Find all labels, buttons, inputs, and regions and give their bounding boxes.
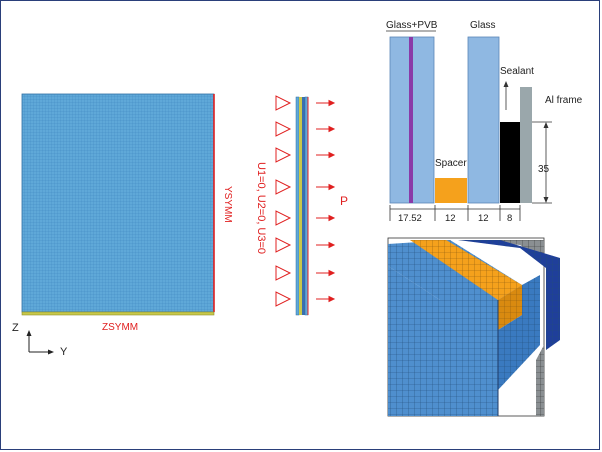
height-dim-arrow-bottom <box>543 197 549 203</box>
section-layer-inner <box>302 97 305 315</box>
support-triangle <box>275 179 292 195</box>
axis-triad: Z Y <box>12 322 68 358</box>
height-dim-label: 35 <box>538 164 550 175</box>
axis-y-label: Y <box>60 346 68 358</box>
width-dim-glass-pvb: 17.52 <box>398 213 422 224</box>
spacer-label: Spacer <box>435 158 467 169</box>
al-frame-block <box>520 87 532 203</box>
pressure-arrow <box>316 151 336 159</box>
pressure-arrow <box>316 269 336 277</box>
ysymm-label: YSYMM <box>222 186 233 223</box>
section-layer-interlayer <box>299 97 302 315</box>
pressure-arrow <box>316 183 336 191</box>
boundary-condition-label: U1=0, U2=0, U3=0 <box>255 162 267 254</box>
axis-z-arrowhead <box>26 330 32 336</box>
support-triangle <box>275 237 292 253</box>
width-dim-spacer: 12 <box>445 213 456 224</box>
support-triangle <box>275 291 292 307</box>
support-triangle <box>275 265 292 281</box>
iso-glass-front-mesh <box>388 266 498 416</box>
axis-y-arrowhead <box>48 349 54 355</box>
width-dim-sealant: 8 <box>507 213 512 224</box>
sealant-label: Sealant <box>500 66 534 77</box>
section-layer-outer-left <box>295 96 300 316</box>
pressure-arrow <box>316 125 336 133</box>
spacer-block <box>435 178 467 203</box>
iso-spacer-top-mesh <box>410 240 522 300</box>
zsymm-edge <box>21 311 215 316</box>
mesh-panel: YSYMM ZSYMM <box>21 93 233 333</box>
height-dim-arrow-top <box>543 122 549 128</box>
support-triangle <box>275 121 292 137</box>
glass-pane <box>467 36 500 204</box>
support-triangle <box>275 95 292 111</box>
glass-pvb-label: Glass+PVB <box>386 20 438 31</box>
pressure-arrow <box>316 214 336 222</box>
pressure-label: P <box>340 194 348 208</box>
al-frame-label: Al frame <box>545 95 583 106</box>
support-triangles <box>275 95 292 307</box>
glass-label: Glass <box>470 20 496 31</box>
cross-section-diagram: Glass+PVB Glass Sealant Al frame Spacer … <box>386 20 583 224</box>
iso-sealant-mesh <box>458 240 560 350</box>
support-triangle <box>275 147 292 163</box>
pressure-arrow <box>316 295 336 303</box>
mesh-grid <box>22 94 214 312</box>
pvb-interlayer <box>409 37 413 203</box>
iso-al-frame-mesh <box>466 240 544 416</box>
iso-glass-side-mesh <box>498 275 540 390</box>
pressure-arrows <box>316 99 336 303</box>
section-model: U1=0, U2=0, U3=0 P <box>255 95 348 316</box>
support-triangle <box>275 210 292 226</box>
axis-z-label: Z <box>12 322 19 334</box>
isometric-mesh-view <box>387 237 560 417</box>
sealant-leader-arrowhead <box>503 81 509 87</box>
pressure-arrow <box>316 99 336 107</box>
sealant-block <box>500 122 520 203</box>
zsymm-label: ZSYMM <box>102 322 138 333</box>
width-dim-glass: 12 <box>478 213 489 224</box>
pressure-arrow <box>316 241 336 249</box>
